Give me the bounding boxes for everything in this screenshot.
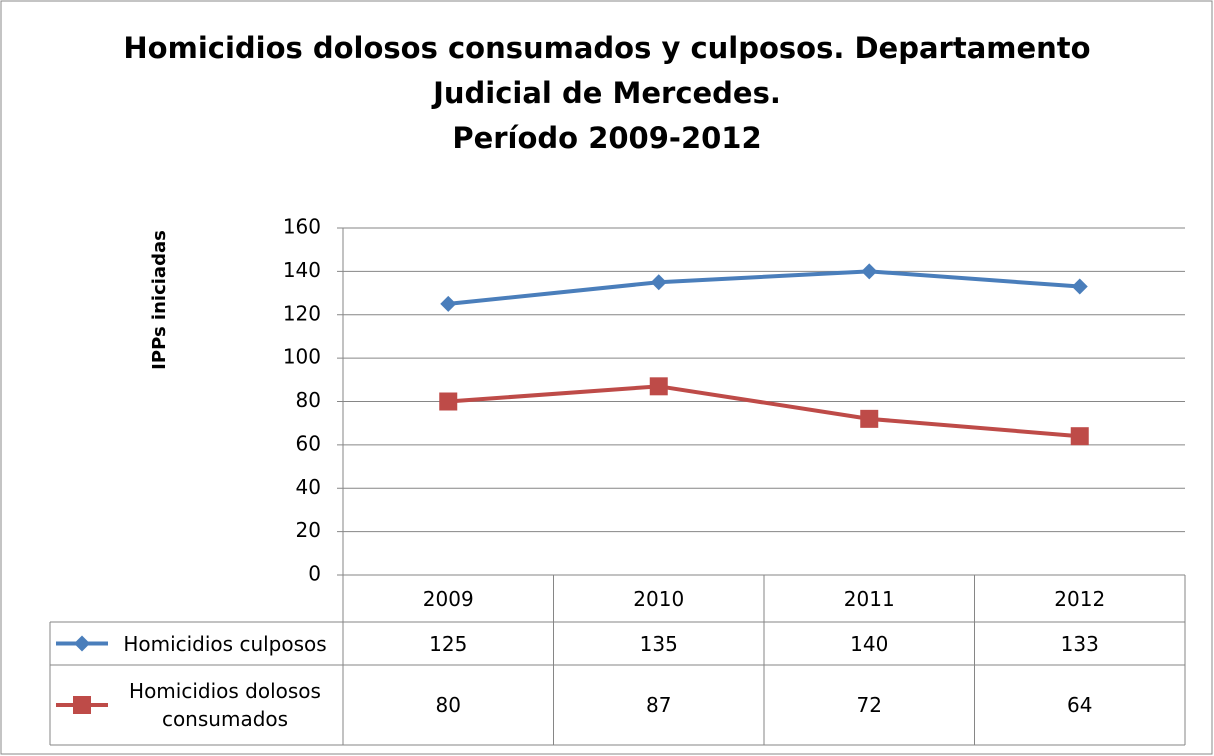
- y-tick-label: 160: [283, 215, 321, 239]
- series-line: [448, 384, 1080, 439]
- y-tick-label: 20: [296, 518, 321, 542]
- x-tick-label: 2011: [843, 586, 895, 611]
- y-tick-label: 40: [296, 475, 321, 499]
- marker: [649, 377, 668, 396]
- chart-title: Homicidios dolosos consumados y culposos…: [123, 31, 1090, 65]
- table-value: 64: [1067, 693, 1093, 717]
- chart-title: Judicial de Mercedes.: [431, 76, 781, 110]
- y-tick-label: 100: [283, 345, 321, 369]
- legend-label: Homicidios culposos: [123, 631, 327, 656]
- marker: [439, 392, 458, 411]
- marker: [650, 274, 667, 291]
- marker: [1070, 427, 1089, 446]
- marker: [860, 409, 879, 428]
- marker: [1071, 278, 1088, 295]
- y-tick-label: 60: [296, 431, 321, 455]
- marker: [861, 263, 878, 280]
- table-value: 140: [850, 631, 889, 656]
- table-value: 133: [1060, 631, 1099, 656]
- y-tick-label: 140: [283, 258, 321, 282]
- chart-title: Período 2009-2012: [452, 121, 761, 155]
- x-tick-label: 2010: [633, 586, 685, 611]
- series-line: [448, 269, 1080, 306]
- marker: [74, 635, 90, 652]
- table-value: 72: [856, 693, 882, 717]
- table-value: 125: [429, 631, 468, 656]
- x-tick-label: 2009: [422, 586, 474, 611]
- y-tick-label: 120: [283, 301, 321, 325]
- marker: [440, 295, 457, 312]
- x-tick-label: 2012: [1054, 586, 1106, 611]
- legend-label: Homicidios dolosos consumados: [129, 679, 321, 731]
- y-tick-label: 0: [308, 562, 321, 586]
- table-value: 80: [435, 693, 461, 717]
- y-tick-label: 80: [296, 388, 321, 412]
- y-axis-label: IPPs iniciadas: [149, 230, 170, 370]
- marker: [73, 696, 91, 714]
- table-value: 135: [639, 631, 678, 656]
- table-value: 87: [646, 693, 672, 717]
